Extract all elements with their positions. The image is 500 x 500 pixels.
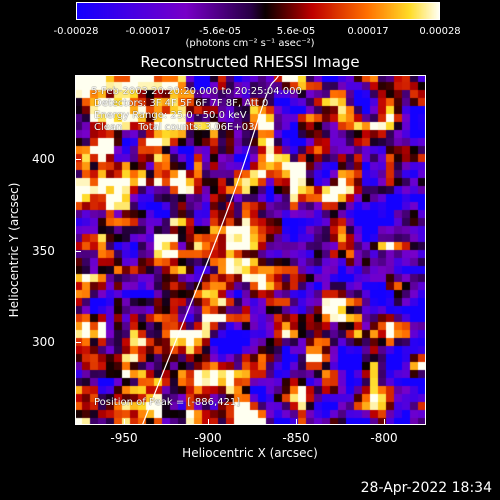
y-tickmark <box>75 159 81 160</box>
colorbar-tick: -5.6e-05 <box>199 26 241 37</box>
x-tickmark <box>384 419 385 425</box>
annotation-detectors: Detectors: 3F 4F 5F 6F 7F 8F, Att 0 <box>94 98 269 109</box>
limb-line <box>141 75 280 425</box>
y-tick-label: 300 <box>32 335 55 349</box>
x-axis-label: Heliocentric X (arcsec) <box>182 446 318 460</box>
x-tick-label: -850 <box>282 431 310 445</box>
annotation-peak: Position of Peak = [-886,421] <box>94 397 241 408</box>
colorbar-tick: 0.00028 <box>419 26 461 37</box>
x-tick-label: -900 <box>194 431 222 445</box>
annotation-energy: Energy Range: 25.0 - 50.0 keV <box>94 110 247 121</box>
image-plot <box>75 75 426 425</box>
x-tick-label: -800 <box>370 431 398 445</box>
colorbar-tick: -0.00017 <box>125 26 171 37</box>
annotation-time: 5-Feb-2003 20:20:20.000 to 20:25:04.000 <box>88 86 302 97</box>
plot-title: Reconstructed RHESSI Image <box>140 53 360 71</box>
x-tickmark <box>124 419 125 425</box>
y-tick-label: 350 <box>32 244 55 258</box>
x-tick-label: -950 <box>110 431 138 445</box>
y-tickmark <box>75 342 81 343</box>
x-tickmark <box>296 419 297 425</box>
colorbar-tick: 5.6e-05 <box>276 26 316 37</box>
annotation-clean: Clean Total counts: 3.06E+03 <box>94 122 255 133</box>
colorbar-tick: 0.00017 <box>347 26 389 37</box>
colorbar <box>76 2 440 20</box>
y-tickmark <box>75 251 81 252</box>
timestamp: 28-Apr-2022 18:34 <box>360 480 492 496</box>
colorbar-tick: -0.00028 <box>53 26 99 37</box>
x-tickmark <box>208 419 209 425</box>
y-axis-label: Heliocentric Y (arcsec) <box>7 182 21 318</box>
colorbar-unit: (photons cm⁻² s⁻¹ asec⁻²) <box>185 38 315 49</box>
y-tick-label: 400 <box>32 152 55 166</box>
heatmap-image <box>75 75 426 425</box>
